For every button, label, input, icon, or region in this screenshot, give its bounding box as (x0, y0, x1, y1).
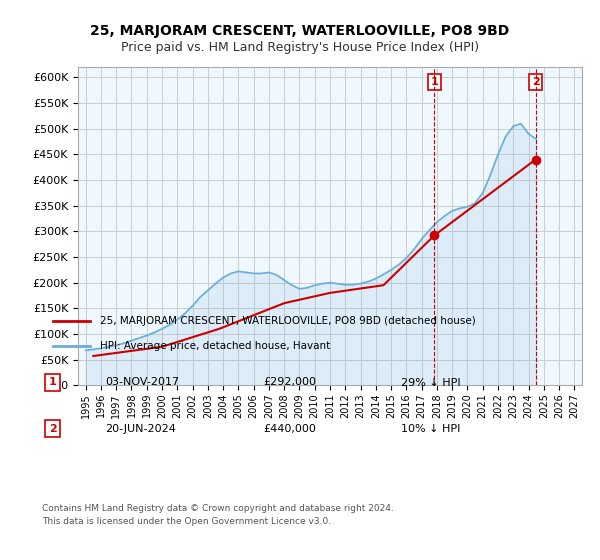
Text: 29% ↓ HPI: 29% ↓ HPI (401, 377, 461, 388)
Text: £440,000: £440,000 (264, 424, 317, 433)
Text: 2: 2 (49, 424, 56, 433)
Text: 2: 2 (532, 77, 539, 87)
Text: 25, MARJORAM CRESCENT, WATERLOOVILLE, PO8 9BD (detached house): 25, MARJORAM CRESCENT, WATERLOOVILLE, PO… (100, 316, 476, 326)
Text: 20-JUN-2024: 20-JUN-2024 (106, 424, 176, 433)
Text: 1: 1 (49, 377, 56, 388)
Text: HPI: Average price, detached house, Havant: HPI: Average price, detached house, Hava… (100, 340, 331, 351)
Text: 10% ↓ HPI: 10% ↓ HPI (401, 424, 460, 433)
Text: Price paid vs. HM Land Registry's House Price Index (HPI): Price paid vs. HM Land Registry's House … (121, 41, 479, 54)
Text: 03-NOV-2017: 03-NOV-2017 (106, 377, 179, 388)
Text: £292,000: £292,000 (264, 377, 317, 388)
Text: 1: 1 (430, 77, 438, 87)
Text: Contains HM Land Registry data © Crown copyright and database right 2024.
This d: Contains HM Land Registry data © Crown c… (42, 504, 394, 525)
Text: 25, MARJORAM CRESCENT, WATERLOOVILLE, PO8 9BD: 25, MARJORAM CRESCENT, WATERLOOVILLE, PO… (91, 24, 509, 38)
